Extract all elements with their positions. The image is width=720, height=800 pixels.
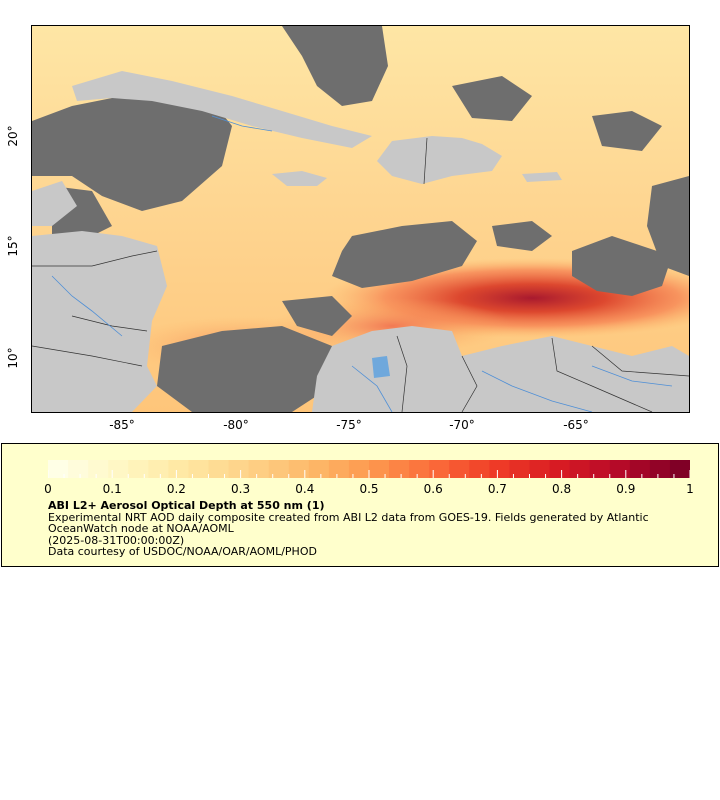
country-borders xyxy=(32,137,689,412)
colorbar-segment xyxy=(288,460,310,478)
colorbar-segment xyxy=(509,460,530,478)
colorbar-segment xyxy=(449,460,470,478)
colorbar-segment xyxy=(308,460,330,478)
colorbar-label: 0.9 xyxy=(616,482,636,496)
colorbar-segment xyxy=(188,460,209,478)
colorbar-segment xyxy=(469,460,490,478)
colorbar-segment xyxy=(609,460,631,478)
colorbar-segment xyxy=(228,460,250,478)
colorbar-segment xyxy=(208,460,230,478)
legend-date: (2025-08-31T00:00:00Z) xyxy=(48,533,185,547)
colorbar-segment xyxy=(248,460,270,478)
x-tick-label: -85° xyxy=(109,418,135,432)
legend-title: ABI L2+ Aerosol Optical Depth at 550 nm … xyxy=(48,499,325,512)
colorbar-segment xyxy=(669,460,690,478)
y-tick-label: 15° xyxy=(6,235,20,257)
colorbar-label: 0.5 xyxy=(359,482,379,496)
colorbar-segment xyxy=(389,460,410,478)
rivers xyxy=(51,115,673,412)
colorbar-segment xyxy=(629,460,651,478)
colorbar-segment xyxy=(48,460,69,478)
colorbar xyxy=(48,460,690,478)
colorbar-label: 0.1 xyxy=(102,482,122,496)
aod-map xyxy=(32,26,689,412)
legend-credit: Data courtesy of USDOC/NOAA/OAR/AOML/PHO… xyxy=(48,545,317,558)
land-mask xyxy=(32,71,689,412)
colorbar-segment xyxy=(489,460,510,478)
x-tick-label: -65° xyxy=(563,418,589,432)
colorbar-segment xyxy=(409,460,430,478)
colorbar-segment xyxy=(68,460,89,478)
cloud-mask xyxy=(32,26,689,412)
colorbar-segment xyxy=(429,460,450,478)
legend-text: ABI L2+ Aerosol Optical Depth at 550 nm … xyxy=(48,500,688,558)
colorbar-segment xyxy=(88,460,109,478)
y-tick-label: 10° xyxy=(6,347,20,369)
colorbar-label: 0.4 xyxy=(295,482,315,496)
colorbar-segment xyxy=(529,460,551,478)
colorbar-segment xyxy=(569,460,591,478)
colorbar-segment xyxy=(168,460,189,478)
colorbar-segment xyxy=(348,460,370,478)
legend-description: Experimental NRT AOD daily composite cre… xyxy=(48,510,649,535)
colorbar-segment xyxy=(369,460,390,478)
colorbar-segment xyxy=(328,460,350,478)
colorbar-label: 1 xyxy=(686,482,694,496)
colorbar-segment xyxy=(549,460,571,478)
colorbar-label: 0.7 xyxy=(487,482,507,496)
map-plot xyxy=(31,25,690,413)
x-tick-label: -80° xyxy=(223,418,249,432)
colorbar-label: 0.8 xyxy=(552,482,572,496)
x-tick-label: -75° xyxy=(336,418,362,432)
colorbar-label: 0 xyxy=(44,482,52,496)
colorbar-label: 0.2 xyxy=(166,482,186,496)
y-tick-label: 20° xyxy=(6,125,20,147)
colorbar-segment xyxy=(649,460,671,478)
legend-panel: 0 0.1 0.2 0.3 0.4 0.5 0.6 0.7 0.8 0.9 1 ABI L2+ Ae… xyxy=(1,443,719,567)
colorbar-label: 0.6 xyxy=(423,482,443,496)
colorbar-segment xyxy=(268,460,290,478)
colorbar-segment xyxy=(108,460,129,478)
colorbar-segment xyxy=(589,460,611,478)
colorbar-segment xyxy=(148,460,169,478)
colorbar-segment xyxy=(128,460,149,478)
colorbar-label: 0.3 xyxy=(231,482,251,496)
x-tick-label: -70° xyxy=(449,418,475,432)
